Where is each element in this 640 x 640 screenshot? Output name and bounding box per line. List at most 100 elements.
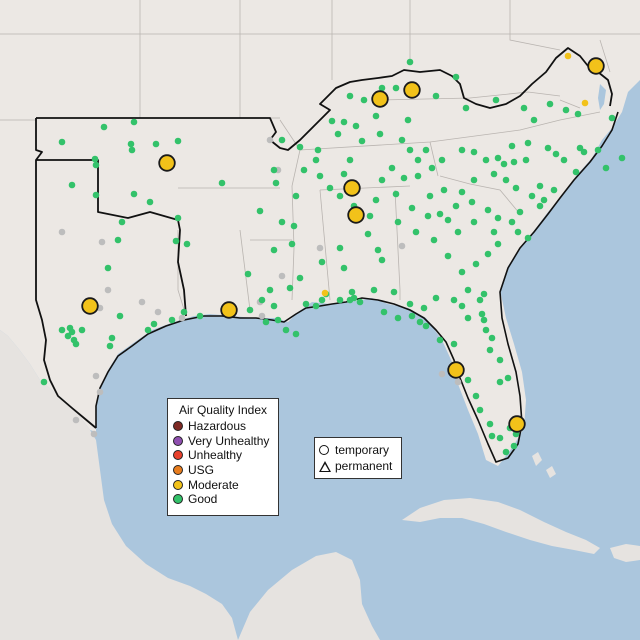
station-good-marker[interactable]	[394, 314, 402, 322]
station-good-marker[interactable]	[562, 106, 570, 114]
station-good-marker[interactable]	[488, 334, 496, 342]
station-good-marker[interactable]	[408, 204, 416, 212]
station-good-marker[interactable]	[270, 166, 278, 174]
station-good-marker[interactable]	[352, 122, 360, 130]
station-good-marker[interactable]	[92, 191, 100, 199]
station-no-data-marker[interactable]	[258, 312, 266, 320]
station-no-data-marker[interactable]	[104, 286, 112, 294]
temporary-station-moderate-marker[interactable]	[403, 81, 421, 99]
station-good-marker[interactable]	[510, 158, 518, 166]
station-no-data-marker[interactable]	[90, 430, 98, 438]
station-good-marker[interactable]	[258, 296, 266, 304]
station-good-marker[interactable]	[326, 184, 334, 192]
station-good-marker[interactable]	[256, 207, 264, 215]
station-good-marker[interactable]	[490, 228, 498, 236]
station-good-marker[interactable]	[336, 192, 344, 200]
station-good-marker[interactable]	[278, 136, 286, 144]
station-no-data-marker[interactable]	[266, 136, 274, 144]
temporary-station-moderate-marker[interactable]	[81, 297, 99, 315]
station-good-marker[interactable]	[574, 110, 582, 118]
station-good-marker[interactable]	[536, 182, 544, 190]
station-good-marker[interactable]	[118, 218, 126, 226]
station-good-marker[interactable]	[346, 92, 354, 100]
station-good-marker[interactable]	[274, 316, 282, 324]
station-good-marker[interactable]	[68, 181, 76, 189]
station-good-marker[interactable]	[470, 218, 478, 226]
station-good-marker[interactable]	[130, 118, 138, 126]
station-good-marker[interactable]	[546, 100, 554, 108]
station-good-marker[interactable]	[314, 146, 322, 154]
station-good-marker[interactable]	[580, 148, 588, 156]
station-good-marker[interactable]	[510, 442, 518, 450]
station-good-marker[interactable]	[312, 302, 320, 310]
station-good-marker[interactable]	[462, 104, 470, 112]
station-good-marker[interactable]	[106, 342, 114, 350]
station-good-marker[interactable]	[458, 188, 466, 196]
station-good-marker[interactable]	[436, 210, 444, 218]
station-good-marker[interactable]	[58, 326, 66, 334]
station-good-marker[interactable]	[508, 142, 516, 150]
station-good-marker[interactable]	[244, 270, 252, 278]
station-good-marker[interactable]	[246, 306, 254, 314]
station-good-marker[interactable]	[424, 212, 432, 220]
temporary-station-moderate-marker[interactable]	[587, 57, 605, 75]
station-good-marker[interactable]	[150, 320, 158, 328]
station-good-marker[interactable]	[450, 340, 458, 348]
station-good-marker[interactable]	[432, 92, 440, 100]
station-good-marker[interactable]	[296, 143, 304, 151]
station-good-marker[interactable]	[374, 246, 382, 254]
station-good-marker[interactable]	[414, 156, 422, 164]
station-good-marker[interactable]	[78, 326, 86, 334]
station-good-marker[interactable]	[292, 192, 300, 200]
station-no-data-marker[interactable]	[178, 314, 186, 322]
station-good-marker[interactable]	[350, 294, 358, 302]
station-good-marker[interactable]	[516, 208, 524, 216]
station-good-marker[interactable]	[464, 286, 472, 294]
station-good-marker[interactable]	[406, 300, 414, 308]
station-good-marker[interactable]	[128, 146, 136, 154]
station-good-marker[interactable]	[388, 164, 396, 172]
station-good-marker[interactable]	[400, 174, 408, 182]
station-good-marker[interactable]	[316, 172, 324, 180]
station-good-marker[interactable]	[364, 230, 372, 238]
station-good-marker[interactable]	[496, 378, 504, 386]
station-good-marker[interactable]	[478, 310, 486, 318]
station-good-marker[interactable]	[438, 156, 446, 164]
station-good-marker[interactable]	[602, 164, 610, 172]
station-good-marker[interactable]	[174, 137, 182, 145]
station-good-marker[interactable]	[370, 286, 378, 294]
station-good-marker[interactable]	[288, 240, 296, 248]
station-good-marker[interactable]	[394, 218, 402, 226]
station-good-marker[interactable]	[70, 336, 78, 344]
station-good-marker[interactable]	[270, 302, 278, 310]
station-good-marker[interactable]	[540, 196, 548, 204]
station-good-marker[interactable]	[196, 312, 204, 320]
station-good-marker[interactable]	[392, 190, 400, 198]
temporary-station-moderate-marker[interactable]	[508, 415, 526, 433]
station-no-data-marker[interactable]	[438, 370, 446, 378]
station-good-marker[interactable]	[502, 176, 510, 184]
station-good-marker[interactable]	[296, 274, 304, 282]
station-good-marker[interactable]	[422, 146, 430, 154]
station-good-marker[interactable]	[486, 420, 494, 428]
station-good-marker[interactable]	[594, 146, 602, 154]
station-good-marker[interactable]	[116, 312, 124, 320]
temporary-station-moderate-marker[interactable]	[158, 154, 176, 172]
station-good-marker[interactable]	[512, 184, 520, 192]
station-good-marker[interactable]	[100, 123, 108, 131]
station-good-marker[interactable]	[380, 308, 388, 316]
station-good-marker[interactable]	[536, 202, 544, 210]
station-good-marker[interactable]	[58, 138, 66, 146]
station-good-marker[interactable]	[406, 58, 414, 66]
station-good-marker[interactable]	[64, 332, 72, 340]
station-good-marker[interactable]	[520, 104, 528, 112]
station-good-marker[interactable]	[618, 154, 626, 162]
station-good-marker[interactable]	[430, 236, 438, 244]
station-good-marker[interactable]	[470, 176, 478, 184]
station-good-marker[interactable]	[104, 264, 112, 272]
station-good-marker[interactable]	[494, 240, 502, 248]
station-good-marker[interactable]	[528, 192, 536, 200]
station-no-data-marker[interactable]	[154, 308, 162, 316]
station-good-marker[interactable]	[174, 214, 182, 222]
temporary-station-moderate-marker[interactable]	[220, 301, 238, 319]
